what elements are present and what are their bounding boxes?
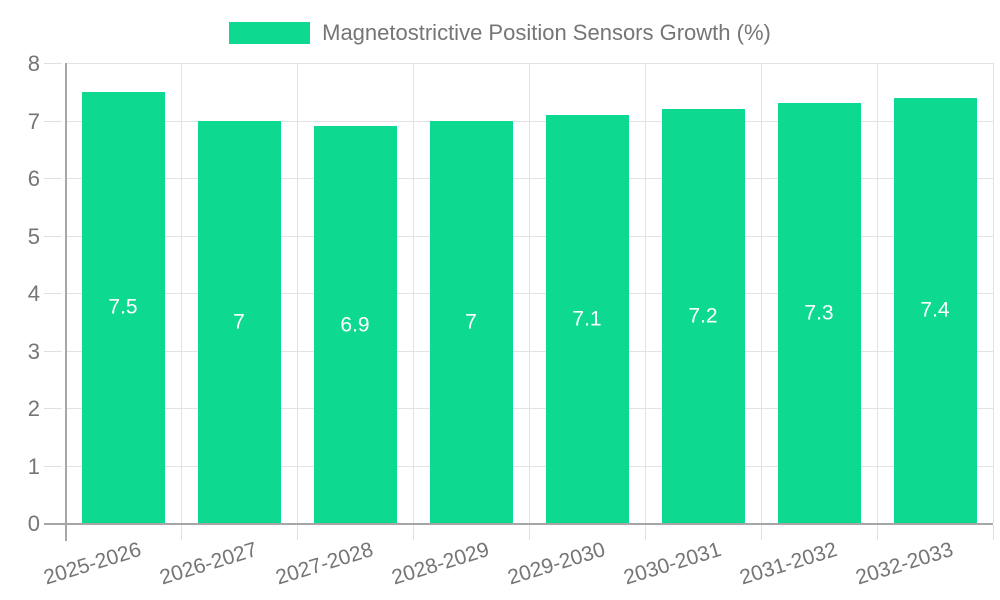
chart-legend[interactable]: Magnetostrictive Position Sensors Growth… (0, 21, 1000, 45)
x-axis-category-label: 2029-2030 (504, 538, 608, 590)
x-axis-tick (181, 525, 182, 540)
bar-2031-2032[interactable]: 7.3 (777, 103, 861, 523)
x-axis-category-label: 2032-2033 (852, 538, 956, 590)
x-axis-tick (645, 525, 646, 540)
bar-value-label: 7.1 (572, 307, 602, 331)
x-axis-category-label: 2027-2028 (272, 538, 376, 590)
x-axis-category-label: 2031-2032 (736, 538, 840, 590)
bar-value-label: 6.9 (340, 313, 370, 337)
bar-2028-2029[interactable]: 7 (429, 120, 513, 523)
x-axis-tick (297, 525, 298, 540)
y-axis-tick (44, 293, 62, 294)
gridline-vertical (761, 63, 762, 523)
y-axis-line (65, 63, 67, 541)
bar-value-label: 7.4 (920, 298, 950, 322)
y-axis-tick-label: 6 (27, 166, 40, 191)
gridline-vertical (877, 63, 878, 523)
x-axis-category-label: 2030-2031 (620, 538, 724, 590)
x-axis-tick (877, 525, 878, 540)
bar-value-label: 7.5 (108, 295, 138, 319)
y-axis-tick-label: 3 (27, 338, 40, 364)
y-axis-tick-label: 1 (27, 453, 40, 479)
x-axis-tick (529, 525, 530, 540)
y-axis-tick (44, 235, 62, 237)
gridline-vertical (529, 63, 530, 523)
y-axis-tick-label: 2 (27, 396, 40, 421)
x-axis-tick (413, 525, 414, 540)
y-axis-tick-label: 7 (27, 108, 40, 134)
bar-2030-2031[interactable]: 7.2 (661, 109, 745, 523)
y-axis-tick-label: 0 (27, 511, 40, 536)
legend-label: Magnetostrictive Position Sensors Growth… (322, 20, 771, 45)
bar-value-label: 7.2 (688, 304, 718, 328)
y-axis-tick (44, 178, 62, 179)
gridline-vertical (297, 63, 298, 523)
y-axis-tick (44, 350, 62, 352)
bar-value-label: 7 (465, 310, 477, 334)
gridline-vertical (645, 63, 646, 523)
x-axis-category-label: 2025-2026 (40, 538, 144, 590)
x-axis-tick (993, 525, 994, 540)
gridline-vertical (413, 63, 414, 523)
gridline-vertical (993, 63, 994, 523)
y-axis-tick (44, 408, 62, 409)
legend-swatch (229, 22, 311, 44)
y-axis-tick-label: 8 (27, 51, 40, 76)
y-axis-tick-label: 5 (27, 223, 40, 249)
x-axis-category-label: 2026-2027 (156, 538, 260, 590)
bar-2025-2026[interactable]: 7.5 (81, 91, 165, 523)
x-axis-line (44, 523, 993, 525)
bar-2027-2028[interactable]: 6.9 (313, 126, 397, 523)
bar-2032-2033[interactable]: 7.4 (893, 97, 977, 523)
y-axis-tick (44, 120, 62, 122)
x-axis-category-label: 2028-2029 (388, 538, 492, 590)
bar-2026-2027[interactable]: 7 (197, 120, 281, 523)
gridline-vertical (181, 63, 182, 523)
x-axis-tick (761, 525, 762, 540)
y-axis-tick-label: 4 (27, 281, 40, 306)
y-axis-tick (44, 465, 62, 467)
y-axis-tick (44, 63, 62, 64)
bar-2029-2030[interactable]: 7.1 (545, 114, 629, 523)
bar-value-label: 7 (233, 310, 245, 334)
bar-value-label: 7.3 (804, 301, 834, 325)
